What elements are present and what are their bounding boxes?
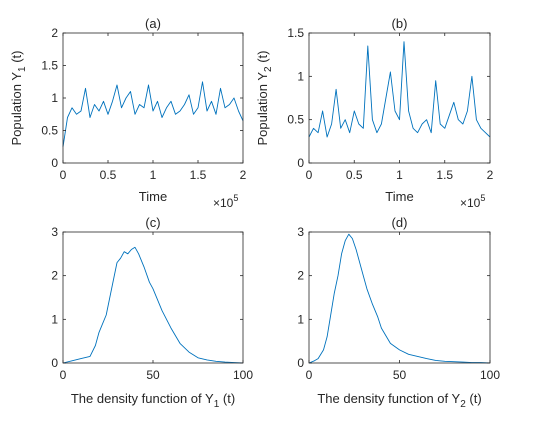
x-tick-label: 100 [233,368,253,382]
panel-c: 0 50 100 0 1 2 3 (c) The density function of Y1 … [51,215,253,410]
x-tick-label: 0 [60,168,67,182]
chart-title: (d) [392,215,408,230]
y-tick-label: 0.5 [41,124,58,138]
plot-area [308,231,491,364]
x-tick-label: 50 [393,368,407,382]
y-axis-label-suffix: (t) [9,51,24,67]
x-axis-multiplier-exponent: 5 [480,193,485,203]
x-axis-multiplier-base: ×10 [460,196,481,210]
y-axis-label-text: Population Y [9,72,24,146]
x-tick-label: 0.5 [346,168,363,182]
x-tick-label: 0 [60,368,67,382]
x-axis-multiplier: ×105 [213,193,238,210]
y-tick-label: 1 [51,312,58,326]
series-line [308,41,491,138]
x-axis-label: Time [139,189,167,204]
panel-d: 0 50 100 0 1 2 3 (d) The density function of Y2 … [297,215,500,410]
x-axis-label-subscript: 1 [214,399,220,410]
y-tick-label: 1 [297,312,304,326]
series-line [308,233,491,364]
y-axis-label-subscript: 2 [263,66,274,72]
x-tick-label: 1.5 [190,168,207,182]
x-axis-label: The density function of Y1 (t) [71,391,235,410]
x-tick-label: 1 [150,168,157,182]
x-axis-label-text: Time [385,189,413,204]
y-tick-label: 2 [51,269,58,283]
plot-area [308,32,491,164]
x-tick-label: 2 [240,168,247,182]
x-axis-label-subscript: 2 [460,399,466,410]
y-tick-label: 2 [297,269,304,283]
panel-a: 0 0.5 1 1.5 2 0 0.5 1 1.5 2 (a) Time ×105 Population … [9,16,247,210]
y-axis-label: Population Y1 (t) [9,51,28,146]
y-tick-label: 0 [297,156,304,170]
y-tick-label: 3 [51,225,58,239]
x-tick-label: 0.5 [100,168,117,182]
x-axis-label-suffix: (t) [219,391,235,406]
chart-title: (a) [145,16,161,31]
x-tick-label: 0 [306,368,313,382]
y-tick-label: 0 [51,356,58,370]
y-tick-label: 3 [297,225,304,239]
y-tick-label: 1.5 [287,26,304,40]
x-axis-label-text: Time [139,189,167,204]
chart-title: (c) [145,215,160,230]
series-line [62,81,244,147]
y-tick-label: 0 [297,356,304,370]
chart-title: (b) [392,16,408,31]
x-axis-label-text: The density function of Y [317,391,460,406]
y-axis-label: Population Y2 (t) [255,51,274,146]
y-axis-label-suffix: (t) [255,51,270,67]
x-tick-label: 0 [306,168,313,182]
x-axis-multiplier-exponent: 5 [233,193,238,203]
x-axis-label-text: The density function of Y [71,391,214,406]
y-tick-label: 1 [51,91,58,105]
x-axis-label-suffix: (t) [466,391,482,406]
x-axis-label: Time [385,189,413,204]
y-tick-label: 0.5 [287,113,304,127]
x-tick-label: 2 [487,168,494,182]
x-axis-multiplier-base: ×10 [213,196,234,210]
x-tick-label: 100 [480,368,500,382]
y-tick-label: 0 [51,156,58,170]
y-tick-label: 1.5 [41,59,58,73]
y-axis-label-subscript: 1 [17,66,28,72]
y-axis-label-text: Population Y [255,72,270,146]
x-tick-label: 1.5 [436,168,453,182]
x-tick-label: 50 [146,368,160,382]
x-axis-multiplier: ×105 [460,193,485,210]
y-tick-label: 1 [297,69,304,83]
series-line [62,246,244,364]
x-axis-label: The density function of Y2 (t) [317,391,481,410]
plot-area [62,32,244,164]
plot-area [62,231,244,364]
x-tick-label: 1 [396,168,403,182]
y-tick-label: 2 [51,26,58,40]
panel-b: 0 0.5 1 1.5 2 0 0.5 1 1.5 (b) Time ×105 Population Y… [255,16,494,210]
